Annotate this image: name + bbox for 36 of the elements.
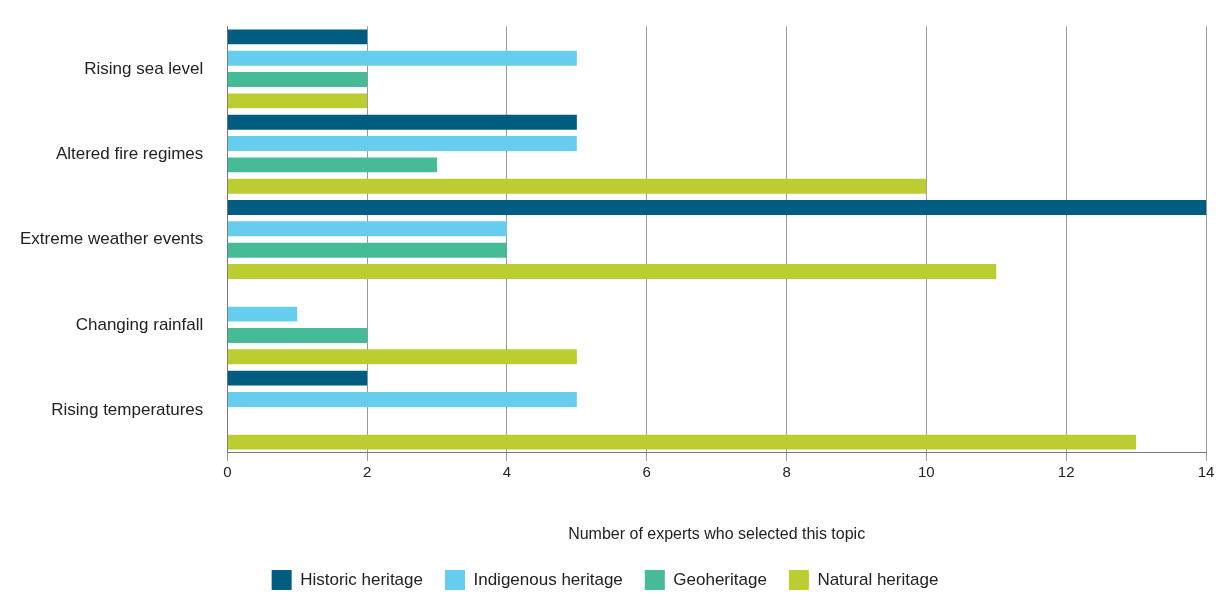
bar [227,157,438,173]
bar [227,29,368,45]
bar [227,136,577,151]
y-tick-label: Rising sea level [84,58,204,78]
legend-label: Indigenous heritage [473,569,623,589]
x-tick-label: 4 [502,462,512,480]
legend-label: Historic heritage [300,569,423,589]
x-tick-label: 2 [362,462,372,480]
bar [227,178,927,194]
bar [227,370,368,386]
y-tick-label: Extreme weather events [19,229,204,249]
x-tick-label: 14 [1197,462,1215,480]
bar [227,114,577,130]
bar [227,264,997,279]
bar [227,392,577,407]
x-tick-label: 10 [918,462,935,480]
bar [227,93,368,109]
bar [227,306,298,322]
bar [227,242,507,258]
x-tick-label: 0 [223,462,232,480]
x-tick-label: 12 [1057,462,1075,480]
bar [227,434,1137,450]
bar [227,200,1206,215]
x-axis-title: Number of experts who selected this topic [568,524,866,542]
bar [227,72,368,87]
bar [227,328,368,343]
x-tick-label: 8 [782,462,791,480]
x-tick-label: 6 [642,462,651,480]
y-tick-label: Rising temperatures [51,399,204,419]
legend-label: Natural heritage [817,569,939,589]
legend-label: Geoheritage [673,569,767,589]
y-tick-label: Changing rainfall [75,314,204,334]
bar [227,349,577,365]
bar [227,50,577,66]
y-tick-label: Altered fire regimes [55,143,204,163]
bar [227,221,507,237]
